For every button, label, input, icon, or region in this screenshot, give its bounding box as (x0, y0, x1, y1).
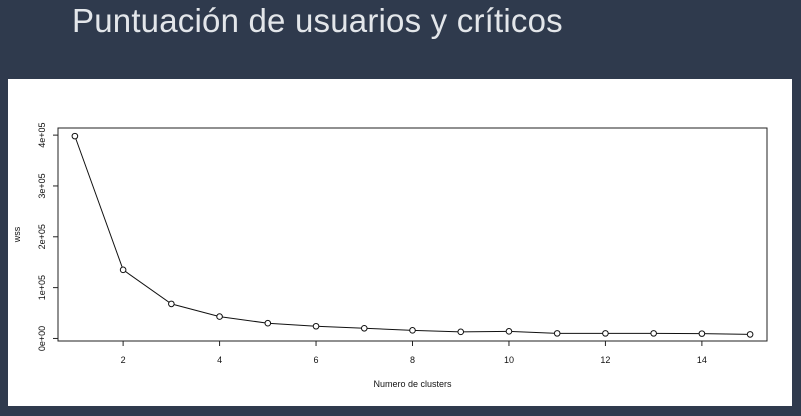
y-tick-label: 3e+05 (37, 173, 47, 198)
data-point (71, 132, 79, 140)
chart-panel: 2 4 6 8 10 12 14 0e+00 1e+05 2e+05 3e+05 4e+05 Num… (8, 79, 792, 406)
data-point (553, 330, 561, 337)
plot-frame (57, 127, 768, 342)
x-tick-label: 14 (697, 355, 707, 365)
x-axis: 2 4 6 8 10 12 14 (121, 341, 707, 365)
y-tick-label: 1e+05 (37, 275, 47, 300)
data-point (698, 330, 706, 337)
data-point (119, 266, 127, 274)
data-point (457, 328, 465, 336)
elbow-chart: 2 4 6 8 10 12 14 0e+00 1e+05 2e+05 3e+05 4e+05 Num… (12, 122, 768, 389)
x-tick-label: 4 (217, 355, 222, 365)
x-tick-label: 10 (504, 355, 514, 365)
series-line (74, 135, 751, 335)
data-point (360, 324, 368, 332)
series-layer (71, 132, 754, 338)
y-tick-label: 2e+05 (37, 224, 47, 249)
data-point (168, 300, 175, 308)
data-point (505, 328, 513, 335)
y-tick-label: 0e+00 (37, 326, 47, 351)
data-point (264, 319, 272, 327)
y-tick-label: 4e+05 (37, 122, 47, 147)
x-axis-label: Numero de clusters (373, 379, 452, 389)
data-point (602, 330, 609, 337)
data-point (746, 331, 754, 338)
slide-title: Puntuación de usuarios y críticos (72, 2, 563, 39)
data-point (312, 322, 320, 330)
x-tick-label: 2 (121, 355, 126, 365)
y-axis: 0e+00 1e+05 2e+05 3e+05 4e+05 (37, 122, 58, 351)
data-point (650, 330, 657, 337)
x-tick-label: 8 (410, 355, 415, 365)
x-tick-label: 12 (600, 355, 610, 365)
x-tick-label: 6 (314, 355, 319, 365)
y-axis-label: wss (12, 226, 22, 243)
data-point (216, 313, 223, 320)
data-point (409, 327, 416, 334)
